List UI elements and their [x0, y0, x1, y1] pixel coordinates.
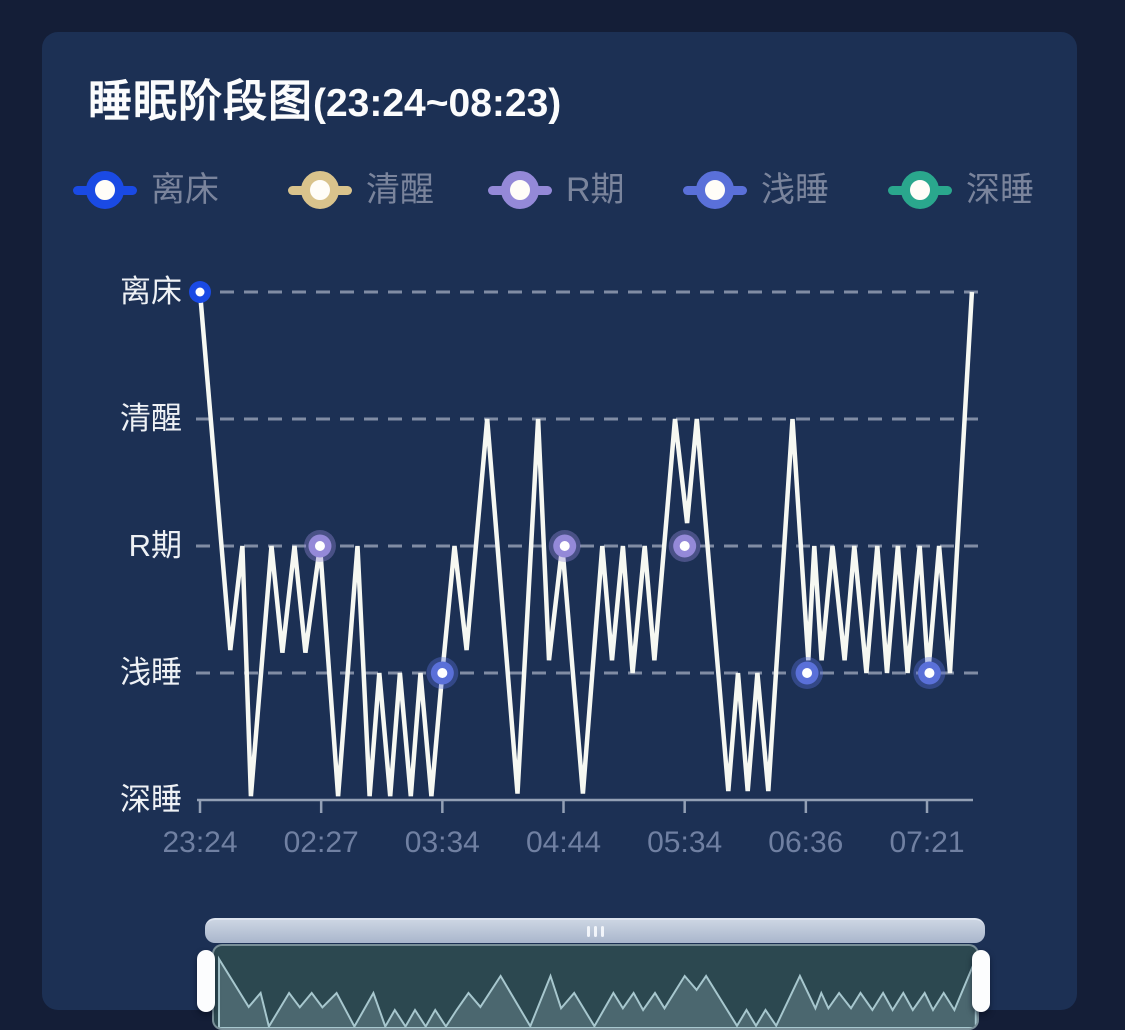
x-axis-label: 05:34 — [647, 826, 723, 859]
y-axis-label: 离床 — [120, 274, 182, 309]
datazoom-preview[interactable] — [212, 944, 979, 1030]
legend-item-R期[interactable]: R期 — [488, 164, 625, 216]
datazoom-shadow-chart — [218, 955, 977, 1028]
datazoom-track[interactable] — [205, 918, 985, 943]
legend-marker-circle-icon — [86, 170, 124, 209]
legend-marker-circle-icon — [696, 170, 734, 209]
legend-item-label: 离床 — [151, 171, 219, 209]
legend-marker-icon — [288, 170, 352, 209]
page-title-time-range: (23:24~08:23) — [313, 82, 562, 126]
drag-grip-icon — [600, 926, 604, 937]
x-axis-label: 06:36 — [768, 826, 844, 859]
x-axis-label: 04:44 — [525, 826, 602, 859]
y-axis-label: 深睡 — [120, 782, 182, 817]
drag-grip-icon — [586, 926, 590, 937]
legend-marker-circle-icon — [301, 170, 339, 209]
legend-item-label: R期 — [566, 171, 625, 209]
legend-marker-circle-icon — [901, 170, 939, 209]
legend-item-label: 深睡 — [966, 171, 1034, 209]
x-axis-label: 03:34 — [404, 826, 480, 859]
legend-item-深睡[interactable]: 深睡 — [888, 164, 1034, 216]
x-axis-label: 07:21 — [889, 826, 965, 859]
x-axis-label: 02:27 — [283, 826, 359, 859]
y-axis-label: 浅睡 — [120, 655, 182, 690]
datazoom-right-handle[interactable] — [972, 950, 990, 1012]
y-axis-label: R期 — [128, 528, 182, 563]
x-axis-label: 23:24 — [162, 826, 238, 859]
y-axis-label: 清醒 — [120, 401, 182, 436]
legend-item-浅睡[interactable]: 浅睡 — [683, 164, 829, 216]
drag-grip-icon — [593, 926, 597, 937]
page-title: 睡眠阶段图(23:24~08:23) — [88, 65, 561, 129]
legend-marker-icon — [888, 170, 952, 209]
legend-marker-icon — [488, 170, 552, 209]
legend-item-离床[interactable]: 离床 — [73, 164, 219, 216]
datazoom-left-handle[interactable] — [197, 950, 215, 1012]
legend-marker-icon — [683, 170, 747, 209]
datazoom-shadow-shape — [218, 955, 977, 1028]
legend-marker-circle-icon — [501, 170, 539, 209]
legend-marker-icon — [73, 170, 137, 209]
legend-item-清醒[interactable]: 清醒 — [288, 164, 434, 216]
legend-item-label: 清醒 — [366, 171, 434, 209]
page-title-text: 睡眠阶段图 — [88, 77, 313, 127]
legend-item-label: 浅睡 — [761, 171, 829, 209]
